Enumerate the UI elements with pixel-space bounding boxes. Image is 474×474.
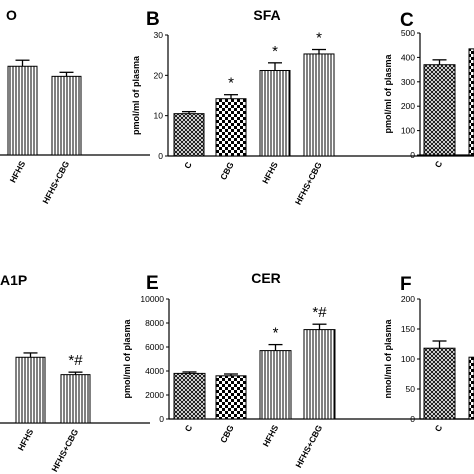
y-axis-label: pmol/ml of plasma [122,318,132,398]
y-tick-label: 100 [401,354,415,364]
bar [173,113,205,157]
x-tick-label: HFHS+CBG [40,159,71,206]
y-tick-label: 500 [401,28,415,38]
panel-f: F 0 50 100 150 200 nmol/ml of plasma C [383,274,474,433]
bar [7,65,38,156]
x-tick-label: HFHS+CBG [293,160,324,207]
panel-c: C 0 100 200 300 400 500 pmol/ml of plasma C [383,10,474,169]
x-tick-label: C [183,423,195,433]
significance-mark: * [273,325,279,342]
y-tick-label: 10000 [140,294,164,304]
x-tick-label: HFHS [8,159,28,184]
bar [215,98,247,157]
bar [303,329,336,420]
bar [468,356,474,420]
x-tick-label: CBG [218,160,236,182]
bar [259,69,291,157]
panel-b: B SFA 0 10 20 30 pmol/ml of plasma * * * C CBG HFHS H… [131,7,474,206]
bar [15,356,46,424]
y-tick-label: 100 [401,126,415,136]
significance-mark: *# [312,304,327,321]
y-tick-label: 200 [401,294,415,304]
bar [173,372,206,420]
chart-title: CER [251,270,281,286]
panel-letter: F [400,274,412,295]
y-tick-label: 150 [401,324,415,334]
y-tick-label: 0 [159,414,164,424]
y-tick-label: 10 [154,111,164,121]
bar [423,64,456,156]
y-tick-label: 0 [158,151,163,161]
y-tick-label: 20 [154,70,164,80]
significance-mark: * [316,30,322,47]
y-tick-label: 0 [410,414,415,424]
chart-title: O [6,7,17,23]
y-tick-label: 2000 [145,390,164,400]
bar [468,48,474,156]
bar [259,350,292,420]
y-tick-label: 50 [406,384,416,394]
x-tick-label: HFHS [16,427,36,452]
panel-letter: C [400,10,414,31]
y-tick-label: 6000 [145,342,164,352]
y-tick-label: 8000 [145,318,164,328]
x-tick-label: C [433,159,445,169]
y-tick-label: 400 [401,52,415,62]
bar [60,374,91,424]
x-tick-label: HFHS+CBG [49,427,80,474]
x-tick-label: C [433,423,445,433]
chart-title: A1P [0,272,27,288]
x-tick-label: HFHS+CBG [293,423,324,470]
x-tick-label: HFHS [260,160,280,185]
chart-title: SFA [253,7,280,23]
significance-mark: *# [68,352,83,369]
bar [423,347,456,420]
y-tick-label: 200 [401,101,415,111]
x-tick-label: HFHS [261,423,281,448]
bar [51,75,82,156]
y-tick-label: 4000 [145,366,164,376]
panel-letter: B [146,9,160,30]
y-axis-label: pmol/ml of plasma [383,53,393,133]
y-axis-label: nmol/ml of plasma [383,318,393,398]
x-tick-label: C [182,160,194,170]
panel-letter: E [146,273,159,294]
y-tick-label: 0 [410,150,415,160]
y-axis-label: pmol/ml of plasma [131,55,141,135]
y-tick-label: 300 [401,77,415,87]
x-tick-label: CBG [218,423,236,445]
significance-mark: * [228,75,234,92]
significance-mark: * [272,43,278,60]
bar [215,375,247,420]
y-tick-label: 30 [154,30,164,40]
bar [303,53,335,157]
panel-a: O HFHS HFHS+CBG [0,7,150,205]
